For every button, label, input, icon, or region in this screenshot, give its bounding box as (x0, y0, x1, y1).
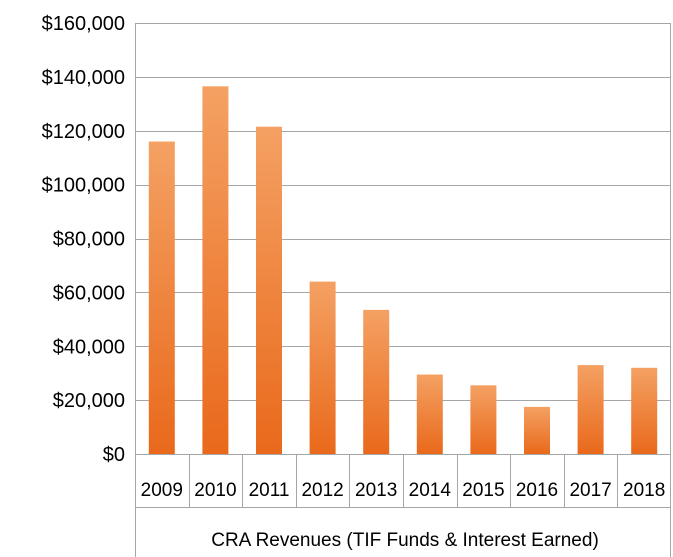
y-tick-label: $120,000 (42, 121, 125, 143)
x-tick-label: 2016 (516, 480, 558, 501)
x-tick-label: 2011 (249, 480, 290, 501)
bar-2014 (416, 374, 443, 454)
bar-2009 (148, 141, 175, 454)
x-tick-label: 2017 (569, 480, 611, 501)
y-tick-label: $20,000 (53, 390, 125, 412)
x-tick-label: 2013 (355, 480, 397, 501)
x-tick-label: 2012 (301, 480, 343, 501)
bar-2013 (363, 309, 390, 454)
y-tick-label: $40,000 (53, 336, 125, 358)
x-tick-label: 2015 (462, 480, 504, 501)
bar-2016 (524, 406, 550, 454)
bar-2010 (202, 86, 229, 454)
bar-2015 (470, 385, 497, 454)
bar-2012 (309, 281, 336, 454)
x-tick-label: 2018 (623, 480, 665, 501)
x-tick-label: 2014 (409, 480, 452, 501)
y-tick-label: $0 (103, 444, 125, 466)
y-tick-label: $60,000 (53, 282, 125, 304)
y-tick-label: $140,000 (42, 67, 125, 89)
bars (148, 86, 658, 454)
y-tick-label: $80,000 (53, 229, 125, 251)
y-axis-tick-labels: $0 $20,000 $40,000 $60,000 $80,000 $100,000 $1… (42, 13, 125, 466)
bar-2011 (256, 126, 282, 454)
x-tick-label: 2009 (141, 480, 183, 501)
y-tick-label: $160,000 (42, 13, 125, 35)
x-axis-title: CRA Revenues (TIF Funds & Interest Earne… (211, 530, 599, 551)
y-tick-label: $100,000 (42, 175, 125, 197)
x-axis-category-table: 2009 2010 2011 2012 2013 2014 2015 2016 2017 2018 (135, 454, 671, 508)
x-tick-label: 2010 (194, 480, 236, 501)
bar-2017 (577, 365, 604, 454)
bar-2018 (631, 367, 658, 454)
